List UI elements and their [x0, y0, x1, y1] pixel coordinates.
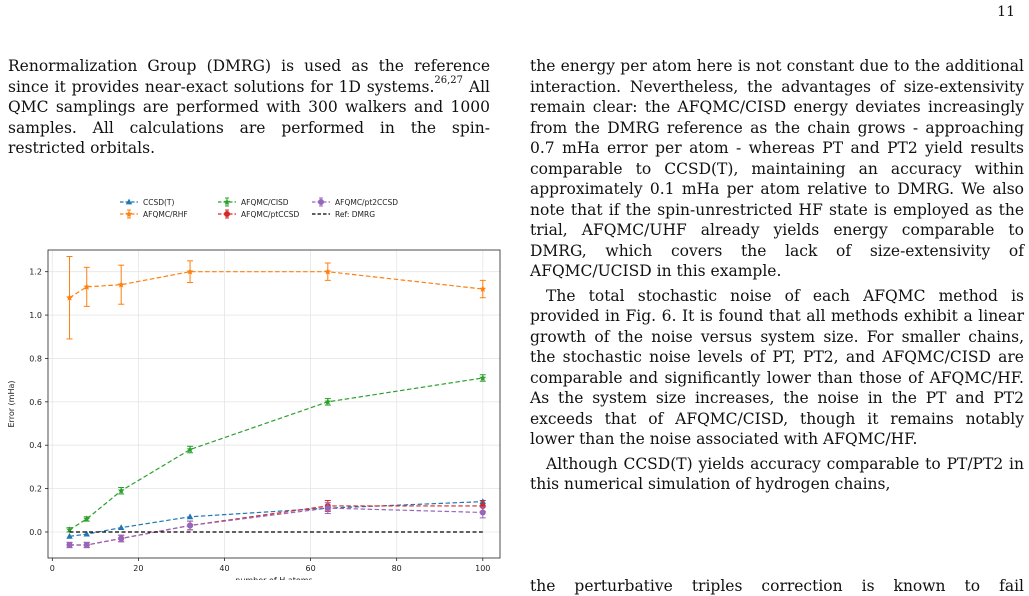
y-axis-label: Error (mHa) [7, 381, 16, 428]
right-paragraph-1: the energy per atom here is not constant… [530, 57, 1024, 280]
legend-label: CCSD(T) [143, 198, 175, 207]
data-point [187, 522, 194, 529]
plot-frame [47, 249, 501, 559]
x-tick-label: 20 [133, 564, 143, 573]
plot-area [48, 250, 500, 558]
legend-marker [125, 210, 133, 217]
y-tick-label: 1.2 [29, 268, 42, 277]
data-point [186, 445, 194, 453]
y-tick-label: 0.2 [29, 485, 42, 494]
cut-off-line: the perturbative triples correction is k… [530, 576, 1024, 596]
data-point [83, 283, 91, 290]
error-chart: 0 20 40 60 80 100 0.0 0.2 0.4 0.6 0.8 1.0 1.2 number … [7, 197, 501, 580]
y-tick-label: 0.4 [29, 441, 42, 450]
y-tick-label: 0.0 [29, 528, 42, 537]
data-point [66, 541, 73, 548]
data-point [324, 268, 332, 275]
legend-item-afqmc-cisd: AFQMC/CISD [218, 197, 289, 207]
right-paragraph-3-cut: the perturbative triples correction is k… [530, 577, 1024, 595]
x-tick-label: 100 [475, 564, 490, 573]
data-point [479, 509, 486, 516]
legend-item-afqmc-ptccsd: AFQMC/ptCCSD [218, 209, 300, 219]
x-tick-label: 80 [392, 564, 402, 573]
page-number: 11 [997, 4, 1015, 20]
legend-marker [125, 198, 133, 205]
legend-label: AFQMC/CISD [241, 198, 289, 207]
data-point [479, 374, 487, 381]
legend-label: Ref: DMRG [335, 210, 375, 219]
data-point [324, 398, 332, 405]
legend-marker [223, 198, 231, 205]
x-tick-label: 60 [305, 564, 315, 573]
data-point [66, 294, 73, 301]
data-point [66, 526, 73, 533]
legend-item-afqmc-rhf: AFQMC/RHF [120, 209, 188, 219]
legend-item-ccsd-t: CCSD(T) [120, 198, 175, 207]
data-point [186, 513, 194, 520]
series-line [69, 271, 483, 299]
data-point [83, 515, 91, 522]
legend-label: AFQMC/pt2CCSD [335, 198, 398, 207]
left-column-text: Renormalization Group (DMRG) is used as … [8, 56, 490, 159]
legend-item-afqmc-pt2ccsd: AFQMC/pt2CCSD [312, 197, 398, 207]
x-tick-label: 0 [50, 564, 55, 573]
data-point [66, 532, 73, 539]
figure-error-vs-chain-length: 0 20 40 60 80 100 0.0 0.2 0.4 0.6 0.8 1.0 1.2 number … [0, 190, 510, 580]
legend-label: AFQMC/RHF [143, 210, 188, 219]
series-afqmc-cisd [66, 374, 487, 533]
data-point [117, 487, 125, 494]
legend-marker [224, 211, 230, 217]
legend-marker [318, 199, 324, 205]
data-point [118, 535, 125, 542]
citation-superscript: 26,27 [434, 75, 464, 87]
legend: CCSD(T) AFQMC/RHF AFQMC/CISD AFQMC/ptCCSD AF… [120, 197, 398, 219]
data-point [83, 541, 90, 548]
y-tick-label: 0.6 [29, 398, 42, 407]
data-point [186, 268, 194, 275]
y-tick-label: 1.0 [29, 311, 42, 320]
right-paragraph-2: The total stochastic noise of each AFQMC… [530, 286, 1024, 449]
left-text-b: All QMC samplings are performed with 300… [8, 77, 490, 158]
data-point [117, 524, 125, 531]
series-afqmc-rhf [66, 256, 487, 340]
left-paragraph: Renormalization Group (DMRG) is used as … [8, 56, 490, 159]
legend-item-ref-dmrg: Ref: DMRG [312, 210, 375, 219]
series-line [69, 501, 483, 537]
data-point [479, 285, 487, 292]
y-tick-label: 0.8 [29, 354, 42, 363]
data-point [324, 505, 331, 512]
x-tick-label: 40 [219, 564, 229, 573]
x-axis-label: number of H atoms [235, 576, 312, 580]
right-paragraph-3: Although CCSD(T) yields accuracy compara… [530, 454, 1024, 494]
data-point [83, 530, 90, 537]
left-text-a: Renormalization Group (DMRG) is used as … [8, 57, 490, 96]
data-point [117, 281, 125, 288]
legend-label: AFQMC/ptCCSD [241, 210, 300, 219]
right-column-text: the energy per atom here is not constant… [530, 56, 1024, 495]
